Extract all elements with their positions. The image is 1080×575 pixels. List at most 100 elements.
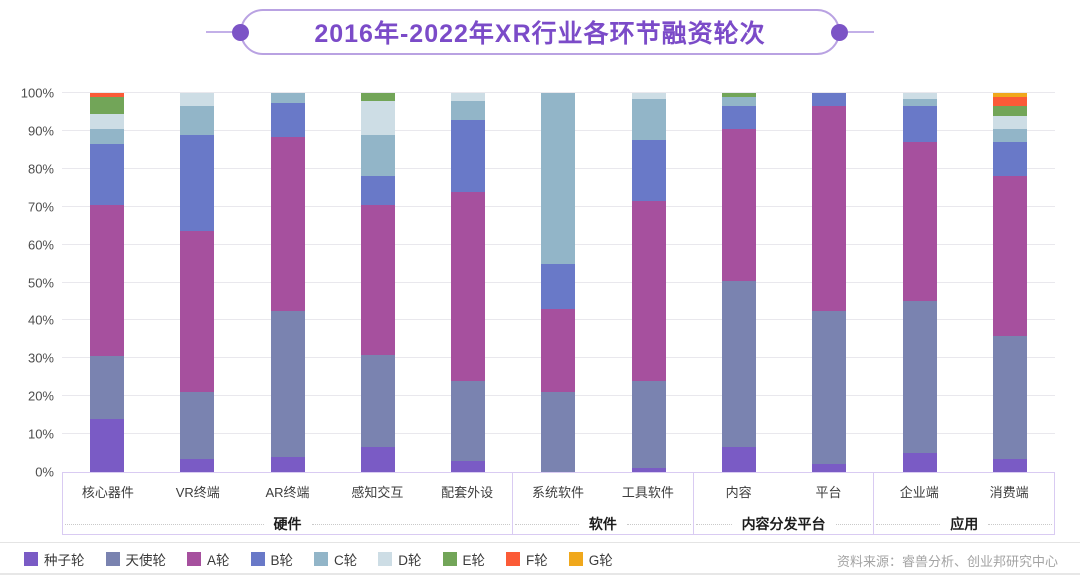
category-label: 企业端 [899,485,939,500]
bar-segment-A轮 [180,231,215,393]
bars [62,93,1055,472]
stacked-bar-6 [541,93,576,472]
bar-segment-D轮 [180,93,215,107]
category-label: 平台 [815,485,842,500]
bar-segment-D轮 [902,93,937,99]
stacked-bar-9 [812,93,847,472]
bar-segment-天使轮 [992,335,1027,459]
legend-swatch [378,552,393,566]
bar-segment-天使轮 [812,310,847,465]
bar-segment-B轮 [270,102,305,137]
dotted-leader [626,523,691,525]
category-label: 感知交互 [351,485,404,500]
bar-segment-E轮 [721,93,756,97]
y-tick-label: 60% [27,237,54,253]
bar-segment-D轮 [451,93,486,101]
bar-segment-B轮 [360,176,395,205]
legend-swatch [105,552,120,566]
dotted-leader [876,523,941,525]
bar-segment-种子轮 [812,464,847,472]
category-label: 配套外设 [441,485,494,500]
bar-segment-种子轮 [992,458,1027,472]
legend-label: A轮 [207,553,230,568]
bar-segment-A轮 [721,129,756,281]
legend-label: 种子轮 [44,553,85,568]
bar-segment-天使轮 [451,381,486,461]
bar-segment-E轮 [992,106,1027,116]
bar-slot [333,93,423,472]
y-tick-label: 80% [27,161,54,177]
legend-label: F轮 [526,553,548,568]
legend-label: D轮 [398,553,422,568]
bar-slot [243,93,333,472]
bar-segment-天使轮 [541,392,576,472]
bar-segment-B轮 [180,134,215,232]
category-row: 系统软件 工具软件 [513,473,693,501]
legend-swatch [506,552,521,566]
group-cell: 系统软件 工具软件 软件 [512,473,693,534]
category-row: 内容 平台 [694,473,874,501]
category-row: 企业端 消费端 [874,473,1054,501]
bar-slot [513,93,603,472]
bar-segment-种子轮 [451,460,486,472]
group-label: 硬件 [273,516,302,532]
bar-segment-天使轮 [360,354,395,448]
bar-segment-C轮 [541,93,576,264]
bar-segment-天使轮 [90,356,125,419]
legend-label: B轮 [270,553,294,568]
legend-label: 天使轮 [125,553,167,568]
bar-segment-天使轮 [902,301,937,454]
chart-title: 2016年-2022年XR行业各环节融资轮次 [314,20,766,48]
bar-slot [784,93,874,472]
title-dot-left [232,23,249,41]
legend-label: C轮 [334,553,358,568]
y-tick-label: 70% [27,199,54,215]
legend-item-E轮: E轮 [442,549,486,569]
y-tick-label: 10% [27,426,54,442]
bar-segment-E轮 [360,93,395,101]
y-tick-label: 40% [27,312,54,328]
dotted-leader [515,523,579,525]
bar-segment-C轮 [631,98,666,141]
footer-divider [0,542,1080,543]
group-cell: 企业端 消费端应用 [873,473,1054,534]
y-tick-label: 50% [27,275,54,290]
category-label: AR终端 [265,485,310,500]
bar-segment-种子轮 [721,447,756,472]
group-cell: 核心器件 VR终端 AR终端 感知交互 配套外设 硬件 [63,473,512,534]
category-label: VR终端 [175,485,220,500]
legend-swatch [24,552,38,566]
gridline [62,92,1055,93]
stacked-bar-7 [631,93,666,472]
dotted-leader [695,523,732,525]
category-row: 核心器件 VR终端 AR终端 感知交互 配套外设 [63,473,512,501]
stacked-bar-1 [90,93,125,472]
dotted-leader [988,523,1053,525]
title-line-left [206,31,232,33]
bar-slot [62,93,152,472]
bar-segment-A轮 [451,191,486,382]
group-row: 应用 [874,514,1054,534]
bar-segment-种子轮 [902,453,937,472]
bar-segment-种子轮 [180,458,215,472]
bar-slot [423,93,513,472]
bar-segment-B轮 [451,119,486,192]
bar-segment-C轮 [180,106,215,135]
legend-item-种子轮: 种子轮 [24,549,85,569]
bar-segment-种子轮 [360,447,395,472]
title-line-right [848,31,874,33]
bar-segment-种子轮 [270,456,305,472]
y-axis: 0% 10% 20% 30% 40% 50% 60% 70% 80% 90% 100% [0,86,54,480]
dotted-leader [835,523,872,525]
y-tick-label: 90% [27,123,54,139]
legend-label: E轮 [462,553,486,568]
bar-segment-B轮 [541,263,576,310]
category-label: 消费端 [989,485,1029,500]
legend-item-A轮: A轮 [187,549,230,569]
title-pill: 2016年-2022年XR行业各环节融资轮次 [240,9,840,55]
y-tick-label: 100% [20,85,54,101]
legend-item-C轮: C轮 [314,549,357,569]
bar-segment-种子轮 [90,418,125,472]
group-cell: 内容 平台 内容分发平台 [692,473,874,534]
category-label: 内容 [725,485,752,500]
